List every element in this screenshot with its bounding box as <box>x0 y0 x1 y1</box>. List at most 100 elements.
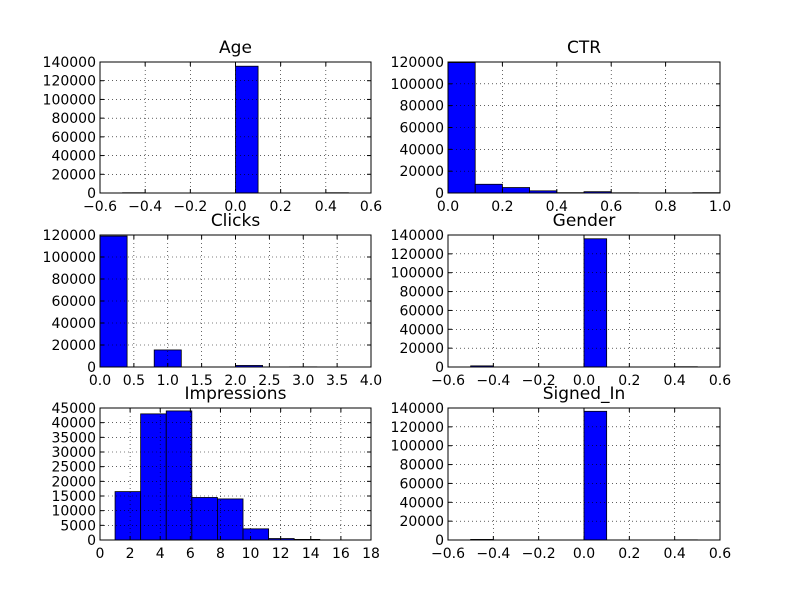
x-tick-label: −0.4 <box>476 546 510 562</box>
x-tick-label: 18 <box>362 546 380 562</box>
y-tick-label: 40000 <box>51 149 96 165</box>
x-tick-label: 2 <box>126 546 135 562</box>
x-tick-label: 8 <box>216 546 225 562</box>
y-tick-label: 100000 <box>43 92 96 108</box>
x-tick-label: 0.0 <box>573 546 595 562</box>
histogram-bar <box>583 410 608 541</box>
y-tick-label: 0 <box>435 533 444 549</box>
y-tick-label: 40000 <box>399 322 444 338</box>
y-tick-label: 15000 <box>51 489 96 505</box>
y-tick-label: 80000 <box>51 272 96 288</box>
x-tick-label: 1.0 <box>157 373 179 389</box>
panel-gender: −0.6 −0.4 −0.2 0.0 0.2 0.4 0.6 0 20000 40000 60000… <box>391 211 732 389</box>
y-tick-label: 80000 <box>399 458 444 474</box>
histogram-bar <box>217 498 244 541</box>
y-tick-label: 40000 <box>51 416 96 432</box>
y-tick-label: 5000 <box>60 518 96 534</box>
y-tick-label: 80000 <box>399 285 444 301</box>
histogram-bar <box>235 65 259 194</box>
x-tick-label: 0.6 <box>709 546 731 562</box>
histogram-bar <box>583 238 608 368</box>
x-tick-label: −0.6 <box>431 546 465 562</box>
y-tick-label: 20000 <box>51 474 96 490</box>
x-tick-label: 3.0 <box>292 373 314 389</box>
y-tick-label: 120000 <box>391 247 444 263</box>
x-tick-label: −0.2 <box>522 546 556 562</box>
y-tick-label: 0 <box>87 186 96 202</box>
histogram-bar <box>114 491 142 541</box>
x-tick-label: 14 <box>302 546 320 562</box>
y-tick-label: 80000 <box>51 111 96 127</box>
x-tick-label: 4 <box>156 546 165 562</box>
x-tick-label: 0.4 <box>315 199 337 215</box>
y-tick-label: 20000 <box>399 341 444 357</box>
panel-title: Impressions <box>185 384 287 404</box>
y-tick-label: 60000 <box>399 476 444 492</box>
x-tick-label: 0.0 <box>224 199 246 215</box>
x-tick-label: 2.5 <box>258 373 280 389</box>
x-tick-label: −0.6 <box>431 373 465 389</box>
x-tick-label: 0.2 <box>491 199 513 215</box>
y-tick-label: 120000 <box>391 420 444 436</box>
y-tick-label: 60000 <box>399 303 444 319</box>
y-tick-label: 30000 <box>51 445 96 461</box>
y-tick-label: 100000 <box>391 77 444 93</box>
y-tick-label: 140000 <box>391 401 444 417</box>
x-tick-label: 0.6 <box>360 199 382 215</box>
y-tick-label: 100000 <box>391 439 444 455</box>
panel-ctr: 0.0 0.2 0.4 0.6 0.8 1.0 0 20000 40000 60000 80000 1… <box>391 38 732 215</box>
histogram-bar <box>140 413 167 541</box>
x-tick-label: 2.0 <box>224 373 246 389</box>
x-tick-label: 12 <box>272 546 290 562</box>
y-tick-label: 120000 <box>391 55 444 71</box>
y-tick-label: 60000 <box>51 130 96 146</box>
panel-title: CTR <box>567 38 601 58</box>
y-tick-label: 120000 <box>43 228 96 244</box>
x-tick-label: 1.5 <box>190 373 212 389</box>
x-tick-label: 0.2 <box>270 199 292 215</box>
histogram-bar <box>501 187 530 194</box>
x-tick-label: 1.0 <box>709 199 731 215</box>
x-tick-label: 0 <box>96 546 105 562</box>
histogram-bar <box>242 528 270 541</box>
panel-title: Clicks <box>211 211 261 231</box>
panel-age: −0.6 −0.4 −0.2 0.0 0.2 0.4 0.6 0 20000 40000 60000… <box>43 38 383 215</box>
y-tick-label: 20000 <box>399 514 444 530</box>
y-tick-label: 20000 <box>51 338 96 354</box>
x-tick-label: 0.6 <box>709 373 731 389</box>
x-tick-label: 0.0 <box>89 373 111 389</box>
x-tick-label: 0.4 <box>664 546 686 562</box>
x-tick-label: 10 <box>242 546 260 562</box>
panel-title: Signed_In <box>543 384 626 404</box>
y-tick-label: 100000 <box>43 250 96 266</box>
x-tick-label: 16 <box>332 546 350 562</box>
y-tick-label: 60000 <box>399 121 444 137</box>
histogram-bar <box>191 497 218 541</box>
x-tick-label: 0.2 <box>618 546 640 562</box>
x-tick-label: −0.2 <box>522 373 556 389</box>
histogram-bar <box>474 183 503 194</box>
axes-frame <box>99 407 372 541</box>
y-tick-label: 100000 <box>391 266 444 282</box>
y-tick-label: 60000 <box>51 294 96 310</box>
x-tick-label: 0.8 <box>654 199 676 215</box>
panel-title: Gender <box>553 211 616 231</box>
y-tick-label: 35000 <box>51 430 96 446</box>
y-tick-label: 45000 <box>51 401 96 417</box>
y-tick-label: 80000 <box>399 99 444 115</box>
panel-title: Age <box>219 38 252 58</box>
histogram-bar <box>99 235 128 368</box>
y-tick-label: 20000 <box>399 164 444 180</box>
y-tick-label: 140000 <box>43 55 96 71</box>
y-tick-label: 40000 <box>399 142 444 158</box>
y-tick-label: 0 <box>435 186 444 202</box>
x-tick-label: −0.6 <box>83 199 117 215</box>
y-tick-label: 40000 <box>51 316 96 332</box>
panel-signed-in: −0.6 −0.4 −0.2 0.0 0.2 0.4 0.6 0 20000 40000 60000… <box>391 384 732 562</box>
x-tick-label: 3.5 <box>326 373 348 389</box>
panel-impressions: 0 2 4 6 8 10 12 14 16 18 0500010000150002000025000… <box>51 384 379 562</box>
x-tick-label: −0.2 <box>173 199 207 215</box>
x-tick-label: 0.4 <box>546 199 568 215</box>
x-tick-label: 0.5 <box>123 373 145 389</box>
